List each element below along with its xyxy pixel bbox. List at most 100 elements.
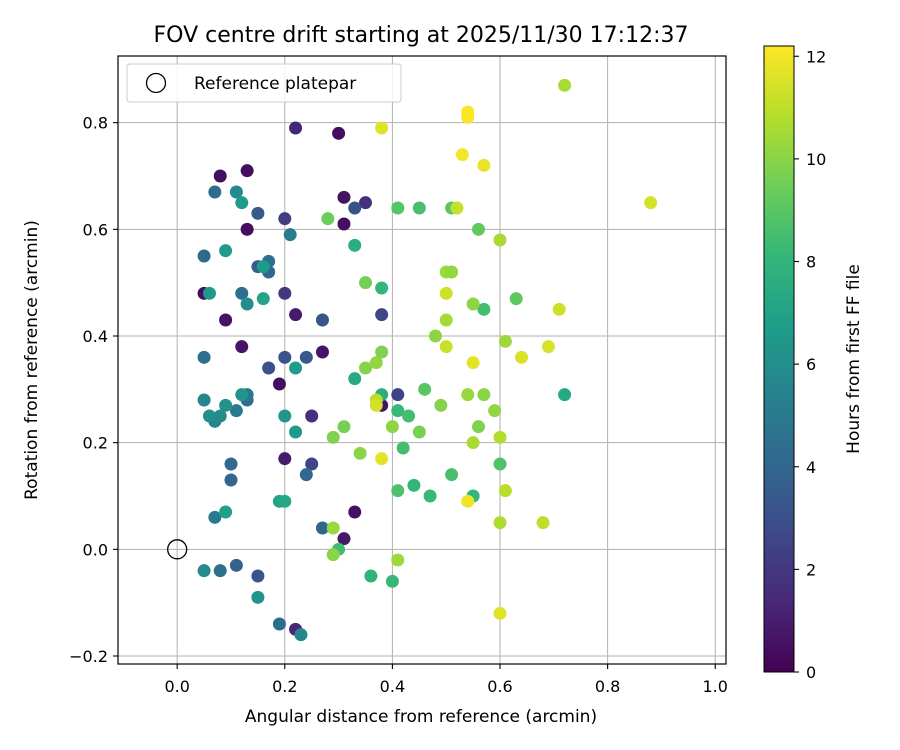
scatter-point [488,404,502,418]
scatter-point [375,121,389,135]
scatter-point [391,484,405,498]
scatter-point [412,201,426,215]
legend: Reference platepar [126,63,402,103]
x-axis-label: Angular distance from reference (arcmin) [245,707,597,727]
scatter-point [219,398,233,412]
scatter-point [251,590,265,604]
y-tick-label: 0.8 [83,114,108,133]
scatter-point [434,398,448,412]
scatter-point [240,222,254,236]
scatter-point [337,190,351,204]
y-tick-label: 0.2 [83,434,108,453]
scatter-point [272,617,286,631]
scatter-point [202,409,216,423]
scatter-point [369,398,383,412]
colorbar-label: Hours from first FF file [844,264,864,454]
y-tick-label: 0.4 [83,327,108,346]
scatter-point [229,404,243,418]
scatter-point [289,361,303,375]
scatter-point [558,388,572,402]
scatter-point [439,313,453,327]
scatter-point [498,334,512,348]
scatter-point [305,409,319,423]
scatter-point [348,505,362,519]
scatter-point [402,409,416,423]
scatter-point [208,185,222,199]
x-tick-label: 0.0 [164,677,189,696]
legend-reference-marker [145,72,167,94]
scatter-point [466,356,480,370]
scatter-point [536,516,550,530]
scatter-point [418,382,432,396]
scatter-point [289,425,303,439]
scatter-point [213,564,227,578]
scatter-point [337,420,351,434]
scatter-point [423,489,437,503]
scatter-point [251,206,265,220]
scatter-point [477,302,491,316]
scatter-point [439,286,453,300]
scatter-point [294,628,308,642]
colorbar: 0 2 4 6 8 10 12 Hours from first FF file [763,45,864,682]
scatter-point [493,430,507,444]
colorbar-tick-label: 0 [806,663,816,682]
scatter-point [515,350,529,364]
scatter-point [644,196,658,210]
scatter-point [272,377,286,391]
scatter-point [407,478,421,492]
scatter-point [391,201,405,215]
scatter-point [439,340,453,354]
scatter-point [461,105,475,119]
scatter-point [375,452,389,466]
scatter-point [477,388,491,402]
x-tick-label: 0.2 [272,677,297,696]
colorbar-tick-label: 8 [806,253,816,272]
scatter-point [509,292,523,306]
grid-lines [118,56,726,664]
legend-label-reference: Reference platepar [194,74,356,94]
scatter-point [337,532,351,546]
scatter-point [466,297,480,311]
scatter-point [197,393,211,407]
scatter-point [235,388,249,402]
x-tick-label: 0.6 [487,677,512,696]
scatter-point [375,281,389,295]
scatter-point [455,148,469,162]
scatter-point [552,302,566,316]
scatter-point [197,350,211,364]
scatter-point [353,446,367,460]
scatter-point [315,521,329,535]
scatter-point [208,510,222,524]
scatter-point [445,265,459,279]
y-axis-label: Rotation from reference (arcmin) [22,220,42,500]
scatter-point [299,468,313,482]
scatter-point [364,569,378,583]
scatter-point [461,494,475,508]
y-tick-label: 0.0 [83,540,108,559]
scatter-point [493,457,507,471]
scatter-point [315,345,329,359]
scatter-point [348,201,362,215]
scatter-point [278,286,292,300]
scatter-point [359,196,373,210]
scatter-points [197,78,658,642]
scatter-point [256,260,270,274]
scatter-point [219,505,233,519]
scatter-point [262,361,276,375]
scatter-point [219,244,233,258]
scatter-point [412,425,426,439]
scatter-point [385,574,399,588]
scatter-point [251,569,265,583]
scatter-point [326,521,340,535]
scatter-point [369,356,383,370]
scatter-point [305,457,319,471]
scatter-point [471,222,485,236]
scatter-point [278,350,292,364]
scatter-point [493,516,507,530]
scatter-point [224,457,238,471]
scatter-point [229,185,243,199]
scatter-point [213,169,227,183]
chart-title: FOV centre drift starting at 2025/11/30 … [154,23,689,48]
scatter-point [229,558,243,572]
